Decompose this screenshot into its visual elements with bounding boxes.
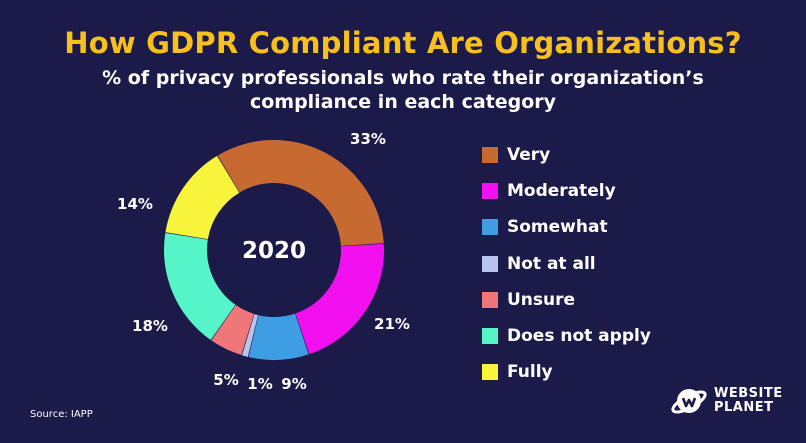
legend-swatch [482, 255, 498, 272]
legend-label: Fully [507, 362, 553, 383]
source-note: Source: IAPP [30, 409, 93, 420]
legend-item-not-at-all: Not at all [482, 246, 651, 282]
donut-slice-moderately [295, 243, 384, 355]
legend-swatch [482, 219, 498, 236]
value-label-does-not-apply: 18% [132, 317, 168, 335]
website-planet-logo: WEBSITE PLANET [670, 384, 783, 418]
legend-label: Somewhat [507, 217, 608, 238]
donut-slices [164, 139, 384, 360]
value-label-not-at-all: 1% [247, 375, 272, 393]
value-label-somewhat: 9% [281, 375, 306, 393]
legend-label: Very [507, 145, 551, 166]
legend-swatch [482, 291, 498, 308]
legend-label: Does not apply [507, 326, 651, 347]
logo-line-2: PLANET [714, 400, 774, 415]
legend-swatch [482, 328, 498, 345]
donut-slice-not-at-all [241, 314, 259, 357]
legend-item-somewhat: Somewhat [482, 209, 651, 245]
donut-slice-somewhat [248, 313, 309, 360]
legend-item-unsure: Unsure [482, 282, 651, 318]
legend-item-does-not-apply: Does not apply [482, 318, 651, 354]
subtitle-line-2: compliance in each category [249, 91, 557, 113]
center-year-label: 2020 [242, 238, 306, 264]
legend-label: Not at all [507, 253, 596, 274]
chart-subtitle: % of privacy professionals who rate thei… [0, 66, 806, 114]
donut-slice-very [217, 139, 384, 246]
legend-swatch [482, 183, 498, 200]
logo-line-1: WEBSITE [714, 386, 783, 401]
value-label-moderately: 21% [374, 315, 410, 333]
value-label-fully: 14% [117, 195, 153, 213]
legend-label: Unsure [507, 289, 576, 310]
legend-item-fully: Fully [482, 354, 651, 390]
legend: Very Moderately Somewhat Not at all Unsure Do… [482, 137, 651, 390]
donut-value-labels: 33% 21% 9% 1% 5% 18% 14% [117, 130, 410, 393]
legend-swatch [482, 147, 498, 164]
donut-slice-fully [165, 155, 240, 240]
legend-item-moderately: Moderately [482, 173, 651, 209]
legend-item-very: Very [482, 137, 651, 173]
donut-slice-does-not-apply [164, 232, 236, 340]
value-label-unsure: 5% [213, 371, 238, 389]
subtitle-line-1: % of privacy professionals who rate thei… [102, 67, 704, 89]
donut-slice-unsure [211, 305, 255, 356]
planet-logo-icon [671, 389, 707, 414]
value-label-very: 33% [350, 130, 386, 148]
legend-label: Moderately [507, 181, 616, 202]
legend-swatch [482, 364, 498, 381]
chart-title: How GDPR Compliant Are Organizations? [64, 26, 742, 60]
